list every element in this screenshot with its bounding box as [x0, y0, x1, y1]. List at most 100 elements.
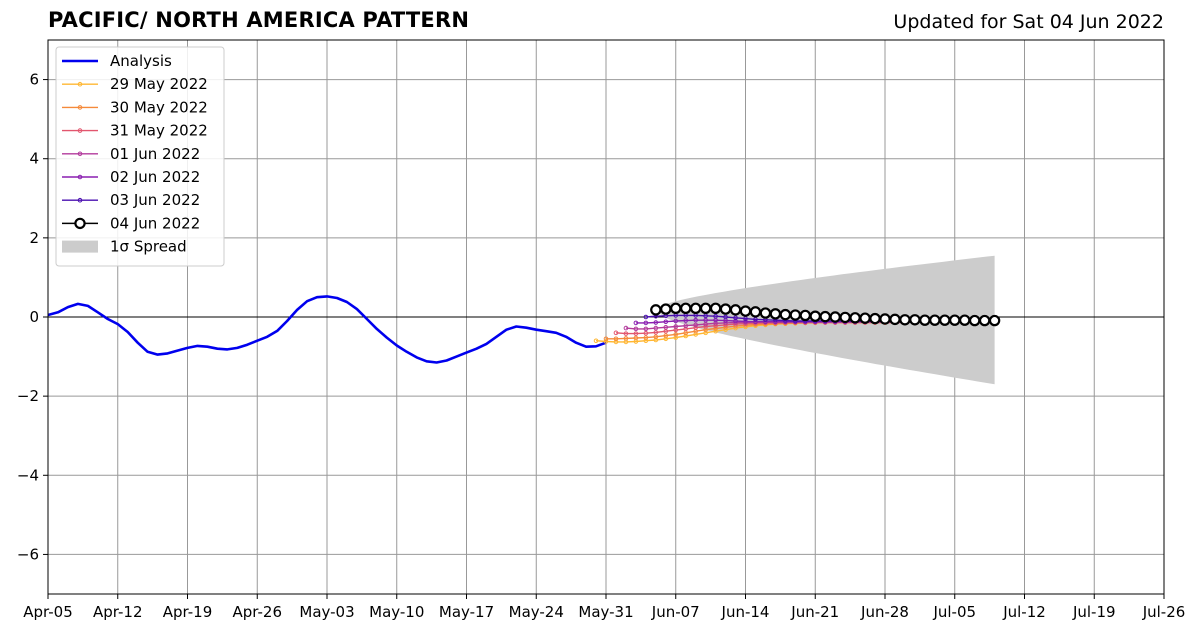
- legend-marker: [77, 105, 83, 110]
- series-point: [729, 304, 742, 316]
- series-point: [633, 326, 639, 332]
- legend-label: 02 Jun 2022: [110, 168, 200, 186]
- series-point: [723, 314, 728, 320]
- legend-marker: [77, 197, 83, 203]
- series-point: [939, 314, 951, 326]
- y-tick-label: 6: [29, 71, 39, 89]
- series-7: [650, 302, 1001, 327]
- series-point: [673, 324, 679, 329]
- series-point: [643, 320, 649, 326]
- legend-entry: Analysis: [62, 52, 172, 70]
- series-point: [683, 323, 689, 329]
- x-tick-label: Jul-12: [1002, 603, 1046, 621]
- series-point: [633, 335, 639, 341]
- x-tick-label: Jun-21: [790, 603, 839, 621]
- series-point: [739, 305, 752, 317]
- series-point: [733, 315, 738, 321]
- legend-label: 04 Jun 2022: [110, 214, 200, 232]
- series-point: [919, 314, 931, 326]
- series-point: [703, 313, 708, 319]
- series-point: [753, 317, 758, 322]
- x-tick-label: Jul-19: [1072, 603, 1116, 621]
- series-point: [689, 302, 702, 314]
- series-point: [643, 314, 649, 320]
- legend-marker: [77, 81, 83, 87]
- series-point: [653, 334, 659, 340]
- series-point: [829, 311, 841, 323]
- series-point: [759, 307, 772, 319]
- legend-entry: 31 May 2022: [62, 122, 208, 140]
- series-point: [663, 333, 669, 338]
- series-point: [819, 310, 831, 323]
- x-tick-label: May-17: [439, 603, 494, 621]
- series-point: [603, 336, 609, 342]
- y-tick-label: 2: [29, 229, 39, 247]
- series-point: [703, 317, 708, 323]
- series-point: [683, 318, 689, 323]
- legend-entry: 02 Jun 2022: [62, 168, 200, 186]
- y-tick-label: −4: [17, 466, 39, 484]
- legend-entry: 01 Jun 2022: [62, 145, 200, 163]
- series-point: [988, 314, 1001, 327]
- series-point: [663, 324, 669, 330]
- series-point: [789, 309, 802, 321]
- series-point: [978, 314, 991, 327]
- x-tick-label: May-03: [299, 603, 354, 621]
- legend-entry: 03 Jun 2022: [62, 191, 200, 209]
- legend-label: 1σ Spread: [110, 238, 187, 256]
- series-point: [623, 325, 629, 331]
- legend-marker: [77, 128, 83, 133]
- legend-label: 01 Jun 2022: [110, 145, 200, 163]
- x-tick-label: May-24: [509, 603, 564, 621]
- legend-marker: [77, 151, 83, 157]
- series-point: [743, 319, 748, 324]
- series-point: [769, 308, 782, 320]
- x-axis-ticks: Apr-05 Apr-12 Apr-19 Apr-26 May-03 May-10 May-…: [23, 594, 1185, 621]
- series-point: [699, 302, 712, 314]
- series-point: [643, 335, 649, 340]
- x-tick-label: Apr-05: [23, 603, 73, 621]
- legend-entry: 30 May 2022: [62, 98, 208, 116]
- y-axis-ticks: 6 4 2 0 −2 −4 −6: [17, 71, 48, 563]
- legend-label: 29 May 2022: [110, 75, 208, 93]
- series-point: [623, 331, 629, 336]
- series-point: [743, 316, 748, 321]
- x-tick-label: Jul-26: [1142, 603, 1186, 621]
- series-point: [909, 314, 921, 326]
- series-point: [633, 331, 639, 336]
- series-point: [650, 304, 662, 316]
- series-point: [749, 306, 762, 318]
- series-0: [47, 295, 607, 364]
- legend-label: 03 Jun 2022: [110, 191, 200, 209]
- series-point: [859, 312, 871, 324]
- series-point: [660, 303, 672, 315]
- x-tick-label: Apr-19: [163, 603, 213, 621]
- series-point: [899, 314, 911, 326]
- series-point: [693, 322, 698, 328]
- legend-marker: [74, 217, 86, 230]
- x-tick-label: Apr-26: [233, 603, 283, 621]
- series-point: [713, 313, 718, 319]
- legend-label: Analysis: [110, 52, 172, 70]
- chart-title: PACIFIC/ NORTH AMERICA PATTERN: [48, 8, 470, 32]
- series-point: [839, 311, 851, 324]
- series-point: [593, 338, 599, 344]
- y-tick-label: 4: [29, 150, 39, 168]
- series-point: [709, 302, 722, 314]
- series-point: [603, 339, 609, 344]
- series-point: [809, 310, 821, 322]
- y-tick-label: 0: [29, 308, 39, 326]
- series-point: [949, 314, 961, 326]
- series-point: [623, 336, 629, 341]
- series-point: [959, 314, 971, 326]
- series-lines: [47, 295, 1001, 364]
- series-point: [613, 336, 619, 342]
- y-tick-label: −2: [17, 387, 39, 405]
- x-tick-label: Jun-28: [860, 603, 909, 621]
- series-point: [713, 326, 718, 331]
- series-point: [653, 330, 659, 335]
- series-point: [779, 308, 792, 321]
- legend-entry: 29 May 2022: [62, 75, 208, 93]
- series-point: [643, 330, 649, 336]
- series-point: [799, 309, 811, 322]
